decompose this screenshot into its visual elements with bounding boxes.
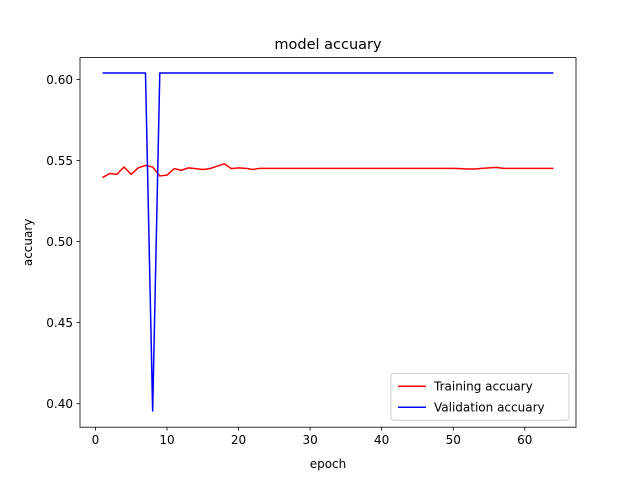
y-tick-label: 0.50 [46, 235, 73, 249]
series-line-1 [102, 163, 554, 179]
y-tick-label: 0.40 [46, 397, 73, 411]
series-line-2 [102, 72, 554, 412]
y-tick-label: 0.45 [46, 316, 73, 330]
x-tick-label: 20 [231, 433, 246, 447]
x-axis-label: epoch [310, 457, 347, 471]
x-tick-label: 40 [374, 433, 389, 447]
x-tick-label: 60 [517, 433, 532, 447]
axes-frame [79, 57, 577, 428]
legend-label: Validation accuary [434, 401, 545, 415]
y-axis-label: accuary [21, 219, 35, 267]
x-tick-label: 50 [446, 433, 461, 447]
y-axis: 0.40 0.45 0.50 0.55 0.60 [46, 73, 80, 411]
plot-area [102, 72, 554, 412]
x-tick-label: 0 [92, 433, 100, 447]
x-axis: 0 10 20 30 40 50 60 [92, 427, 532, 447]
chart-title: model accuary [274, 37, 382, 53]
legend-box [390, 372, 570, 421]
y-tick-label: 0.55 [46, 154, 73, 168]
x-tick-label: 10 [159, 433, 174, 447]
x-tick-label: 30 [302, 433, 317, 447]
y-tick-label: 0.60 [46, 73, 73, 87]
legend-label: Training accuary [433, 380, 533, 394]
legend: Training accuary Validation accuary [390, 372, 570, 421]
